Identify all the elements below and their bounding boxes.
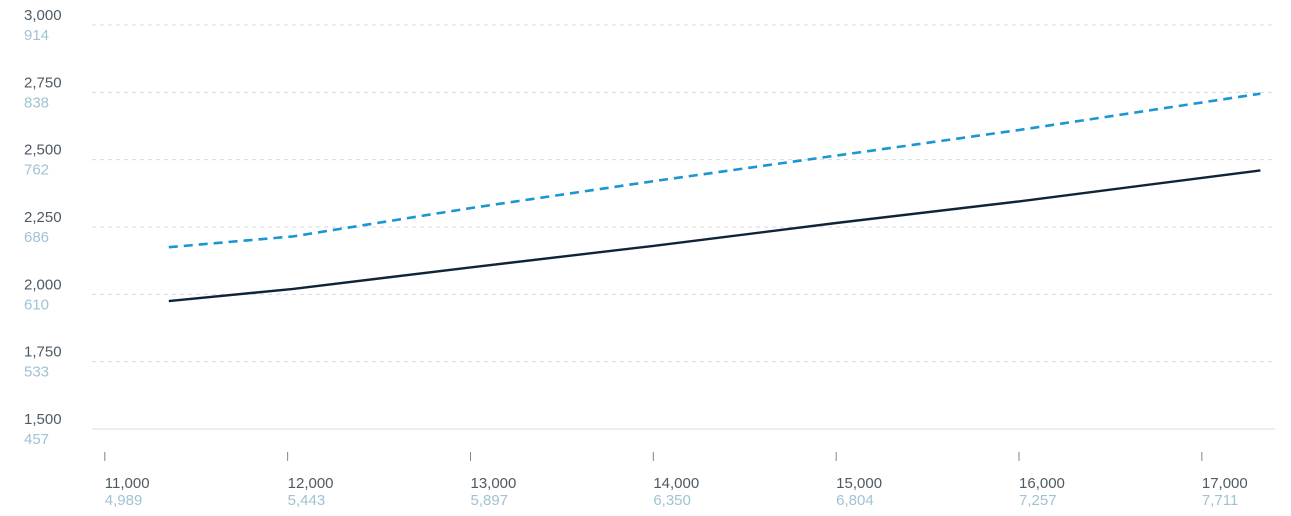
x-tick-label-secondary: 7,257 [1019, 492, 1057, 509]
x-tick-label-secondary: 6,804 [836, 492, 874, 509]
x-tick-label: 14,000 [653, 475, 699, 492]
y-tick-label: 2,500 [24, 142, 62, 159]
y-tick-label-secondary: 610 [24, 296, 49, 313]
y-tick-label: 2,000 [24, 276, 62, 293]
x-tick-label: 17,000 [1202, 475, 1248, 492]
y-tick-label: 3,000 [24, 7, 62, 24]
y-tick-label-secondary: 914 [24, 27, 49, 44]
tick-labels: 3,000 914 2,750 838 2,500 762 2,250 686 2,000 610… [24, 7, 1248, 509]
x-tick-label: 11,000 [105, 475, 150, 492]
x-axis [104, 452, 1203, 461]
y-tick-label-secondary: 686 [24, 229, 49, 246]
y-tick-label-secondary: 838 [24, 94, 49, 111]
y-tick-label-secondary: 533 [24, 364, 49, 381]
series-line-solid [168, 169, 1261, 303]
x-tick-label-secondary: 4,989 [105, 492, 143, 509]
x-tick-label: 13,000 [470, 475, 516, 492]
x-tick-label: 16,000 [1019, 475, 1065, 492]
x-tick-label: 15,000 [836, 475, 882, 492]
x-tick-label-secondary: 5,443 [288, 492, 326, 509]
y-tick-label: 2,250 [24, 209, 62, 226]
x-tick-label-secondary: 6,350 [653, 492, 691, 509]
gridlines [92, 24, 1275, 430]
y-tick-label: 1,750 [24, 344, 62, 361]
series-lines [168, 92, 1261, 303]
x-tick-label: 12,000 [288, 475, 334, 492]
y-tick-label-secondary: 457 [24, 431, 49, 448]
series-line-dashed [168, 92, 1261, 249]
x-tick-label-secondary: 5,897 [470, 492, 508, 509]
y-tick-label: 1,500 [24, 411, 62, 428]
x-tick-label-secondary: 7,711 [1202, 492, 1238, 509]
y-tick-label-secondary: 762 [24, 162, 49, 179]
y-tick-label: 2,750 [24, 74, 62, 91]
